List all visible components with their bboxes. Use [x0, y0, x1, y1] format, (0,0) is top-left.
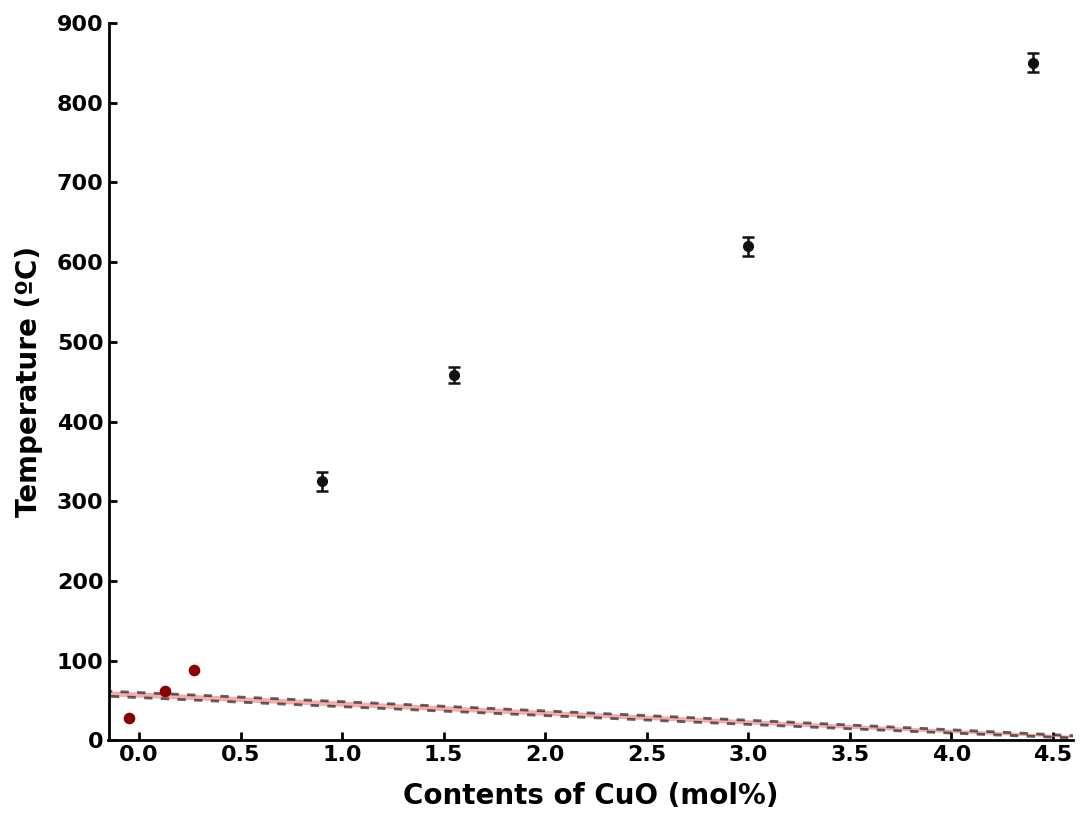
Ellipse shape	[0, 651, 1090, 742]
Point	[120, 711, 137, 724]
Point	[157, 685, 174, 698]
X-axis label: Contents of CuO (mol%): Contents of CuO (mol%)	[403, 782, 778, 810]
Y-axis label: Temperature (ºC): Temperature (ºC)	[15, 246, 43, 517]
Point	[185, 664, 203, 677]
